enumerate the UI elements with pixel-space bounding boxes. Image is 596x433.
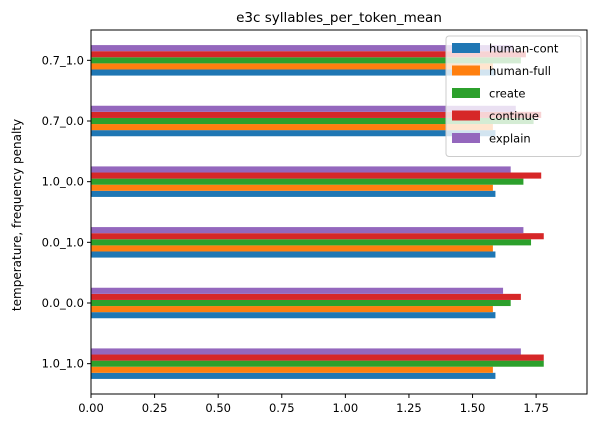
bar-human-full-0.0_0.0 xyxy=(91,306,493,313)
legend-label-create: create xyxy=(489,87,526,101)
x-tick-label: 0.00 xyxy=(78,401,104,415)
plot-frame xyxy=(90,29,588,395)
legend-swatch-human-full xyxy=(452,65,480,76)
y-axis-label: temperature, frequency penalty xyxy=(10,119,24,311)
bar-create-1.0_0.0 xyxy=(91,178,524,185)
legend-swatch-human-cont xyxy=(452,43,480,53)
x-tick-label: 0.75 xyxy=(269,401,295,415)
x-tick-label: 0.25 xyxy=(142,401,168,415)
bar-human-full-0.0_1.0 xyxy=(91,245,493,252)
y-axis-ticks: 1.0_1.0 0.0_0.0 0.0_1.0 1.0_0.0 0.7_0.0 0.7_1… xyxy=(42,53,91,371)
bar-human-full-0.7_1.0 xyxy=(91,63,493,70)
bar-explain-0.7_0.0 xyxy=(91,105,516,112)
x-tick-label: 1.00 xyxy=(333,401,359,415)
bar-continue-0.7_0.0 xyxy=(91,111,542,118)
bar-create-0.0_1.0 xyxy=(91,239,532,246)
bar-continue-0.7_1.0 xyxy=(91,51,526,58)
legend: human-cont human-full create continue explai… xyxy=(445,35,582,157)
bar-create-0.0_0.0 xyxy=(91,299,511,307)
legend-label-continue: continue xyxy=(489,109,539,123)
legend-swatch-create xyxy=(452,88,480,98)
x-axis-ticks: 0.00 0.25 0.50 0.75 1.00 1.25 1.50 1.75 xyxy=(78,394,549,415)
y-tick-label: 0.0_1.0 xyxy=(42,235,84,249)
y-tick-label: 0.0_0.0 xyxy=(42,296,84,310)
bar-human-full-0.7_0.0 xyxy=(91,124,493,131)
bar-continue-0.0_0.0 xyxy=(91,293,521,300)
bar-create-1.0_1.0 xyxy=(91,360,544,367)
bar-explain-1.0_0.0 xyxy=(91,166,511,173)
bar-continue-1.0_0.0 xyxy=(91,172,542,179)
bar-explain-0.7_1.0 xyxy=(91,45,514,52)
x-tick-label: 0.50 xyxy=(205,401,231,415)
chart-title: e3c syllables_per_token_mean xyxy=(236,10,442,26)
legend-label-human-cont: human-cont xyxy=(489,42,559,56)
bar-human-full-1.0_1.0 xyxy=(91,366,493,373)
bar-create-0.7_0.0 xyxy=(91,117,534,125)
bar-human-cont-0.0_1.0 xyxy=(91,251,496,258)
bar-explain-0.0_0.0 xyxy=(91,287,504,294)
x-tick-label: 1.75 xyxy=(523,401,549,415)
legend-swatch-continue xyxy=(452,110,480,121)
bar-create-0.7_1.0 xyxy=(91,57,521,64)
bar-continue-1.0_1.0 xyxy=(91,354,544,361)
y-tick-label: 0.7_0.0 xyxy=(42,114,84,128)
legend-label-explain: explain xyxy=(489,132,531,146)
bar-human-cont-0.0_0.0 xyxy=(91,312,496,319)
x-tick-label: 1.25 xyxy=(396,401,422,415)
bar-continue-0.0_1.0 xyxy=(91,233,544,240)
legend-swatch-explain xyxy=(452,133,480,143)
bars-group xyxy=(91,45,544,379)
x-tick-label: 1.50 xyxy=(460,401,486,415)
bar-human-cont-1.0_1.0 xyxy=(91,372,496,379)
y-tick-label: 0.7_1.0 xyxy=(42,53,84,67)
y-tick-label: 1.0_0.0 xyxy=(42,175,84,189)
y-tick-label: 1.0_1.0 xyxy=(42,357,84,371)
bar-human-cont-1.0_0.0 xyxy=(91,190,496,197)
bar-human-cont-0.7_1.0 xyxy=(91,69,496,76)
bar-human-cont-0.7_0.0 xyxy=(91,130,496,137)
legend-label-human-full: human-full xyxy=(489,64,551,78)
bar-explain-0.0_1.0 xyxy=(91,227,524,234)
bar-human-full-1.0_0.0 xyxy=(91,184,493,191)
bar-explain-1.0_1.0 xyxy=(91,348,521,355)
